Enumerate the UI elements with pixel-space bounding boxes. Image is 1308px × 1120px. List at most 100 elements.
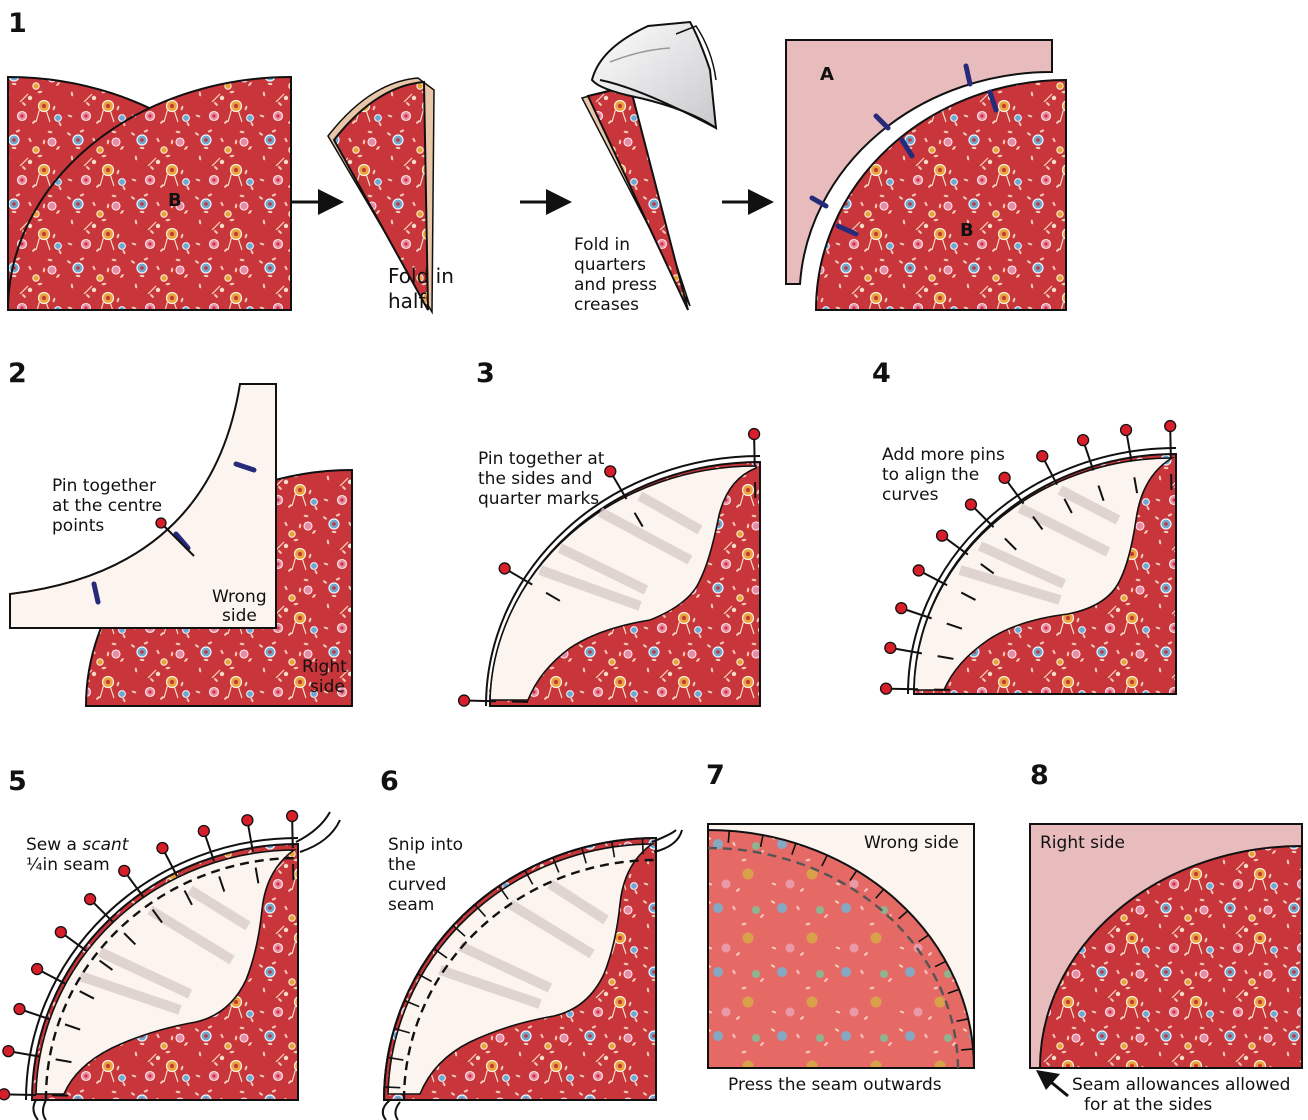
crease-mark [183, 890, 193, 906]
wrong-side-label-1: Wrong [212, 587, 267, 607]
pin-head [895, 601, 908, 615]
pin-head [13, 1002, 26, 1016]
crease-mark [937, 655, 954, 660]
step1-folded-half [327, 77, 435, 315]
crease-mark [1097, 485, 1105, 502]
arrow-1 [292, 189, 344, 215]
step1-pieces-a-and-b [785, 39, 1067, 311]
snip-mark [394, 1027, 410, 1034]
fold-half-label-2: half [388, 289, 426, 313]
snip-mark [384, 1086, 401, 1089]
right-side-label-1: Right [302, 657, 347, 677]
step3-label-3: quarter marks [478, 489, 599, 509]
snip-mark [821, 854, 828, 867]
step1-folded-quarters [580, 84, 691, 311]
pin-head [2, 1044, 15, 1058]
fold-quarters-label-1: Fold in [574, 235, 630, 255]
piece-b2-label: B [960, 220, 974, 241]
step-number-6: 6 [380, 766, 399, 797]
pin-head [998, 471, 1011, 484]
step7-pressed-wrong-side [707, 823, 976, 1069]
pin-head [747, 427, 761, 441]
pin-head [30, 962, 44, 976]
fold-quarters-label-2: quarters [574, 255, 646, 275]
pin-head [1164, 419, 1177, 433]
crease-mark [55, 1058, 72, 1064]
snip-mark [934, 960, 947, 968]
fold-half-label-1: Fold in [388, 264, 454, 288]
step8-note-1: Seam allowances allowed [1072, 1075, 1290, 1095]
iron-icon [590, 20, 718, 131]
pin-centre-label-2: at the centre [52, 496, 162, 516]
pin-head [935, 529, 949, 542]
pin-head [498, 562, 511, 575]
step5-sewn-pieces [0, 809, 341, 1120]
step-number-7: 7 [706, 760, 725, 791]
crease-mark [1032, 515, 1044, 531]
crease-mark [254, 867, 260, 884]
snip-mark [961, 1048, 974, 1051]
crease-mark [545, 591, 561, 602]
pin-head [156, 841, 169, 855]
piece-b-label: B [168, 190, 182, 211]
pin-head [912, 564, 925, 577]
pin-head [83, 893, 97, 906]
snip-mark [641, 838, 645, 855]
step-number-4: 4 [872, 358, 891, 389]
snip-mark [611, 841, 616, 858]
pin-head [964, 498, 978, 511]
crease-mark [1004, 537, 1017, 551]
pin-head [457, 694, 471, 707]
step6-label-3: curved [388, 875, 446, 895]
seam-allowance-arrow [1036, 1070, 1069, 1098]
snip-mark [387, 1056, 404, 1061]
crease-mark [218, 876, 226, 892]
snip-mark [956, 1018, 969, 1023]
pin-head [54, 926, 67, 939]
step-number-1: 1 [8, 8, 27, 39]
crease-mark [79, 990, 95, 1000]
step4-label-1: Add more pins [882, 445, 1005, 465]
step5-label-1: Sew a scant [26, 835, 130, 855]
step8-note-2: for at the sides [1084, 1095, 1212, 1115]
piece-a-label: A [820, 64, 834, 85]
crease-mark [946, 622, 963, 630]
step1-quarter-circle-b [6, 75, 293, 311]
crease-mark [633, 512, 644, 528]
pin-head [0, 1088, 11, 1101]
step-number-5: 5 [8, 766, 27, 797]
step6-label-4: seam [388, 895, 434, 915]
crease-mark [1133, 477, 1139, 494]
crease-mark [960, 591, 976, 601]
step4-label-2: to align the [882, 465, 979, 485]
pin-head [197, 824, 210, 838]
snip-mark [474, 904, 487, 918]
step4-pinned-pieces [879, 419, 1177, 695]
snip-mark [452, 924, 466, 937]
fold-quarters-label-3: and press [574, 275, 657, 295]
snip-mark [404, 999, 420, 1008]
crease-mark [151, 909, 163, 924]
wrong-side-label-2: side [222, 606, 257, 626]
pin-head [1076, 433, 1090, 447]
snip-mark [581, 847, 587, 864]
snip-mark [849, 870, 858, 882]
crease-mark [980, 563, 995, 575]
crease-mark [98, 959, 114, 971]
snip-mark [875, 888, 885, 899]
pin-head [1036, 450, 1049, 463]
step8-right-side-label: Right side [1040, 833, 1125, 853]
snip-mark [433, 948, 448, 959]
pin-head [241, 814, 254, 827]
pin-head [604, 465, 617, 478]
step-number-8: 8 [1030, 760, 1049, 791]
pin-head [884, 641, 897, 654]
step5-label-1a: Sew a [26, 835, 82, 855]
pin-head [118, 864, 131, 878]
crease-mark [123, 932, 137, 946]
step7-wrong-side-label: Wrong side [864, 833, 959, 853]
pin-centre-label-1: Pin together [52, 476, 156, 496]
step8-right-side [1029, 823, 1303, 1069]
step6-snipped-seam [381, 829, 683, 1120]
snip-mark [918, 934, 930, 943]
